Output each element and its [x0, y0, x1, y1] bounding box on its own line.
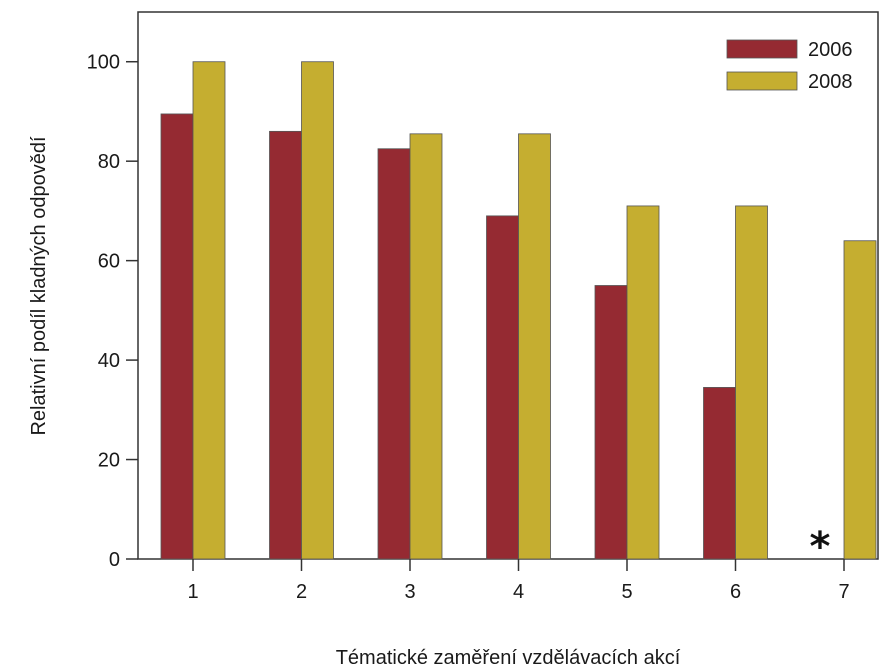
legend-swatch-2006 [726, 39, 798, 59]
y-tick-label-40: 40 [98, 350, 120, 372]
annotation-asterisk: * [810, 524, 831, 570]
y-tick-label-0: 0 [109, 549, 120, 571]
bar-2008-5 [626, 205, 660, 560]
x-axis-title: Tématické zaměření vzdělávacích akcí [336, 647, 681, 669]
y-axis: 0 20 40 60 80 100 [87, 52, 138, 571]
x-tick-label-4: 4 [513, 581, 524, 603]
x-tick-label-2: 2 [296, 581, 307, 603]
legend: 2006 2008 [726, 39, 853, 93]
legend-label-2006: 2006 [808, 39, 853, 61]
x-tick-label-6: 6 [730, 581, 741, 603]
bar-2008-6 [735, 205, 768, 560]
annotations: * [810, 524, 831, 570]
x-axis: 1 2 3 4 5 6 7 [187, 559, 850, 603]
y-tick-label-80: 80 [98, 151, 120, 173]
bar-2006-5 [594, 285, 628, 560]
legend-swatch-2008 [726, 71, 798, 91]
y-axis-title: Relativní podíl kladných odpovědí [28, 136, 50, 436]
bar-2008-2 [301, 61, 334, 560]
bar-2006-6 [703, 387, 736, 560]
y-tick-label-100: 100 [87, 52, 120, 74]
x-tick-label-7: 7 [838, 581, 849, 603]
bar-2008-7 [843, 240, 877, 560]
x-tick-label-3: 3 [404, 581, 415, 603]
bars-layer [160, 61, 877, 560]
bar-2006-4 [486, 215, 519, 560]
y-tick-label-60: 60 [98, 251, 120, 273]
bar-2006-2 [269, 130, 302, 560]
bar-2008-4 [518, 133, 551, 560]
x-tick-label-1: 1 [187, 581, 198, 603]
bar-2008-1 [192, 61, 226, 560]
legend-label-2008: 2008 [808, 71, 853, 93]
bar-2006-3 [377, 148, 411, 560]
x-tick-label-5: 5 [621, 581, 632, 603]
bar-2006-1 [160, 113, 194, 560]
y-tick-label-20: 20 [98, 450, 120, 472]
bar-2008-3 [409, 133, 443, 560]
